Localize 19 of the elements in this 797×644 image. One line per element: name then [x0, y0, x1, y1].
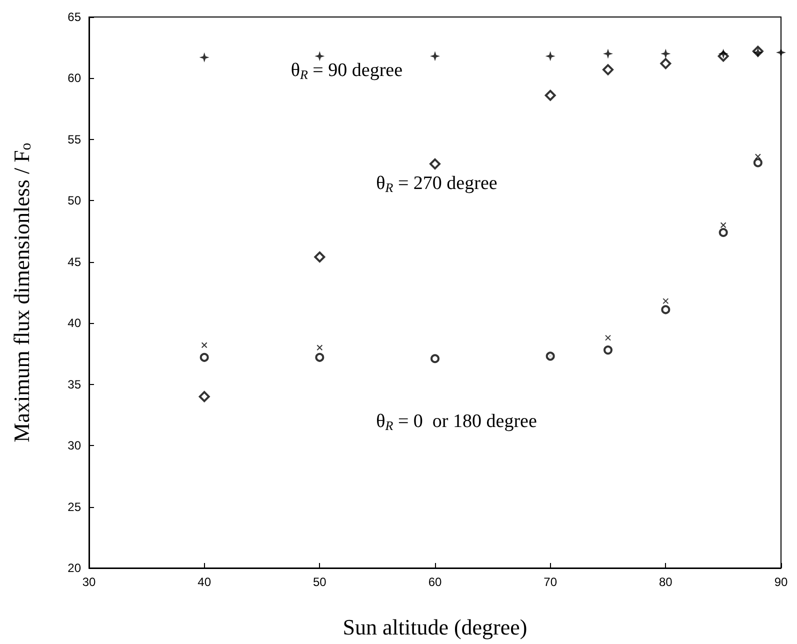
x-tick-label: 70 [544, 575, 558, 589]
x-tick-label: 60 [428, 575, 442, 589]
y-tick-label: 60 [68, 71, 82, 86]
y-tick-label: 30 [68, 438, 82, 453]
x-tick-label: 50 [312, 575, 327, 589]
y-tick-label: 25 [68, 500, 82, 514]
y-tick-label: 35 [68, 377, 82, 392]
x-tick-label: 40 [198, 575, 212, 589]
y-tick-label: 55 [68, 132, 82, 146]
y-axis-title: Maximum flux dimensionless / Fo [9, 142, 34, 442]
x-tick-label: 90 [774, 575, 788, 589]
y-tick-label: 45 [68, 254, 82, 269]
y-tick-label: 20 [68, 561, 82, 575]
x-tick-label: 80 [658, 575, 673, 589]
y-tick-label: 40 [68, 316, 82, 330]
y-tick-label: 50 [68, 194, 82, 208]
x-axis-title: Sun altitude (degree) [342, 614, 528, 640]
x-tick-label: 30 [82, 575, 96, 589]
y-tick-label: 65 [68, 10, 82, 24]
